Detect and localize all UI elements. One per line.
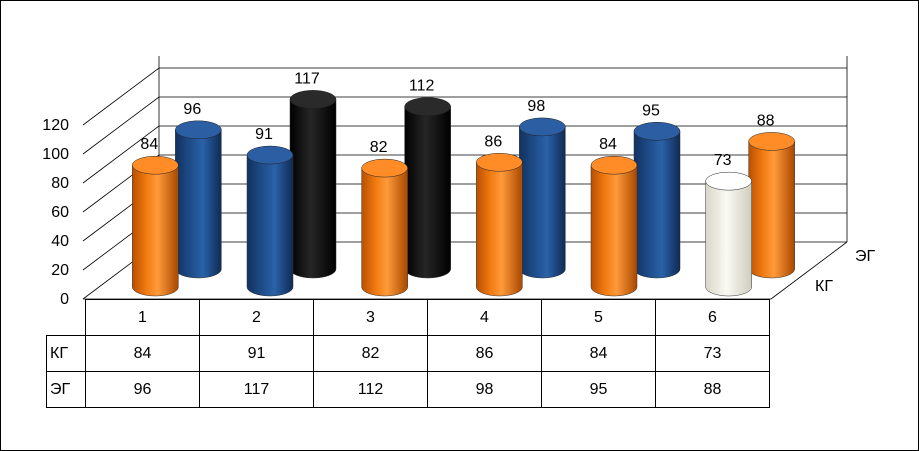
data-table-cell: 88 [655,371,770,408]
bar-body [175,129,222,279]
data-table-category-row: 1 2 3 4 5 6 [47,299,770,336]
bar-top [175,120,222,140]
y-tick-label: 120 [42,117,69,134]
data-label: 91 [255,126,273,143]
bar-body [705,180,752,297]
data-label: 82 [370,139,388,156]
data-table-category: 3 [313,299,428,336]
bar-top [748,132,795,151]
bar-top [132,155,179,175]
bar-eg [519,117,566,279]
y-tick-label: 20 [51,262,69,279]
bar-kg [246,145,294,297]
bar-top [590,155,638,175]
bar-body [748,141,795,279]
bar-body [404,106,451,279]
data-label: 73 [714,152,732,169]
bar-eg [404,97,451,279]
bar-body [476,162,523,297]
data-label: 112 [409,78,435,95]
bar-top [361,158,408,178]
data-table-cell: 95 [541,371,656,408]
bar-body [289,99,337,279]
bar-eg [289,90,337,279]
data-table-category: 1 [85,299,200,336]
data-table-cell: 96 [85,371,200,408]
y-tick-label: 0 [60,291,69,308]
bar-eg [175,120,222,279]
bar-body [246,154,294,297]
bar-eg [633,122,681,279]
data-table-category: 2 [199,299,314,336]
y-tick-label: 60 [51,204,69,221]
bar-top [404,97,451,116]
data-table-cell: 84 [85,335,200,372]
bar-top [633,122,681,141]
bar-top [246,145,294,165]
data-table-category: 4 [427,299,542,336]
bar-top [705,171,752,191]
data-table-cell: 112 [313,371,428,408]
data-table-cell: 82 [313,335,428,372]
data-table-cell: 91 [199,335,314,372]
data-label: 84 [140,136,158,153]
data-label: 96 [183,101,201,118]
bar-kg [705,171,752,297]
data-table-series-name: КГ [46,335,86,372]
bar-body [132,164,179,297]
bar-kg [132,155,179,297]
data-table-series-name: ЭГ [46,371,86,408]
data-label: 88 [757,112,775,129]
bar-body [361,167,408,297]
bar-kg [361,158,408,297]
data-label: 95 [642,102,660,119]
bar-eg [748,132,795,279]
data-label: 86 [484,133,502,150]
data-table-category: 5 [541,299,656,336]
bar-body [519,126,566,279]
data-label: 84 [599,136,617,153]
data-table-cell: 73 [655,335,770,372]
y-tick-label: 40 [51,233,69,250]
depth-axis-label: ЭГ [855,248,876,265]
data-table-cell: 84 [541,335,656,372]
bar-kg [590,155,638,297]
y-tick-label: 80 [51,175,69,192]
data-label: 117 [294,70,320,87]
data-table-category: 6 [655,299,770,336]
bar-top [289,90,337,109]
data-label: 98 [527,98,545,115]
data-table-row-eg: ЭГ 96 117 112 98 95 88 [46,371,770,408]
bar-kg [476,153,523,297]
bar-body [633,131,681,279]
bar-top [476,153,523,172]
bar-body [590,164,638,297]
bar-top [519,117,566,137]
data-table-row-kg: КГ 84 91 82 86 84 73 [46,335,770,372]
data-table-cell: 86 [427,335,542,372]
data-table-cell: 117 [199,371,314,408]
data-table: 1 2 3 4 5 6 КГ 84 91 82 86 84 73 ЭГ 96 1… [46,299,770,408]
y-tick-label: 100 [42,146,69,163]
data-table-cell: 98 [427,371,542,408]
depth-axis-label: КГ [815,278,833,295]
floor-edge [770,241,848,300]
